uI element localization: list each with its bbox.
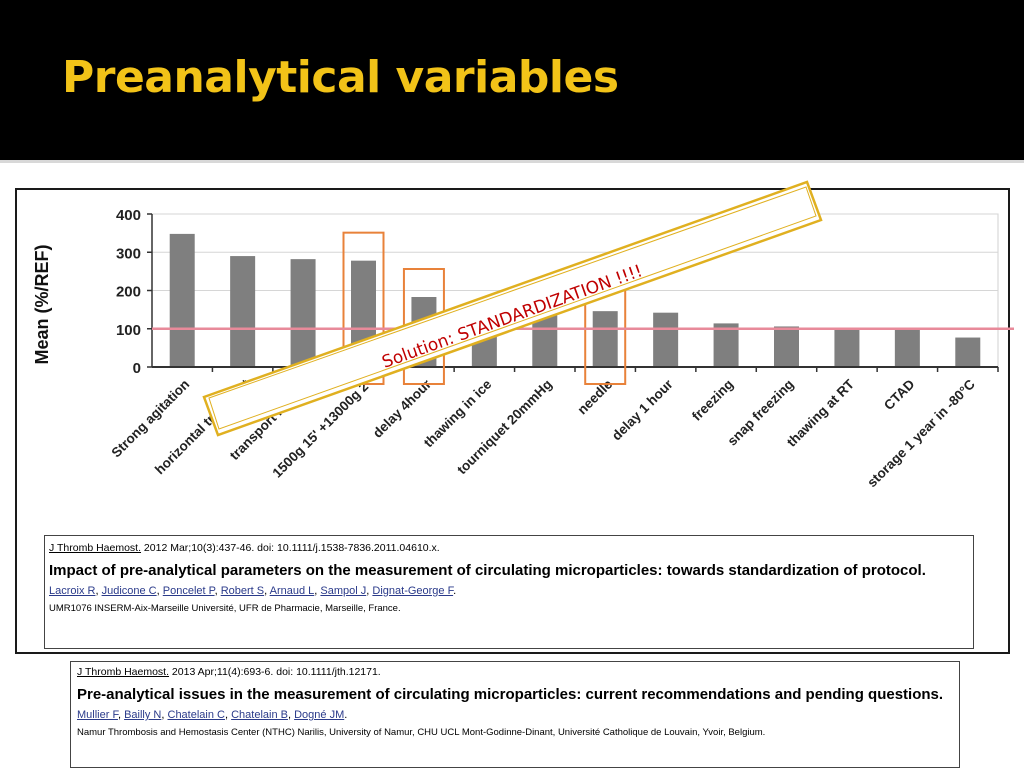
author-link[interactable]: Dignat-George F — [372, 585, 454, 597]
author-link[interactable]: Dogné JM — [294, 709, 345, 721]
bar — [774, 326, 799, 367]
author-link[interactable]: Chatelain C — [167, 709, 225, 721]
bar — [713, 323, 739, 367]
reference-affiliation: Namur Thrombosis and Hemostasis Center (… — [77, 727, 766, 738]
bar — [230, 256, 256, 367]
reference-box: J Thromb Haemost. 2012 Mar;10(3):437-46.… — [44, 535, 974, 649]
bar — [955, 337, 981, 367]
y-tick-label: 400 — [116, 207, 141, 224]
reference-journal-link[interactable]: J Thromb Haemost. — [49, 542, 142, 554]
bar — [532, 315, 558, 367]
reference-title: Impact of pre-analytical parameters on t… — [49, 562, 926, 579]
chart-axes: 0 100 200 300 400 Mean (%/REF) — [32, 207, 999, 377]
callout-box — [202, 180, 823, 437]
bar — [592, 311, 618, 367]
y-tick-label: 200 — [116, 284, 141, 301]
bar — [290, 259, 316, 367]
y-tick-label: 100 — [116, 322, 141, 339]
title-bar: Preanalytical variables — [0, 0, 1024, 156]
author-link[interactable]: Judicone C — [101, 585, 157, 597]
y-tick-label: 300 — [116, 245, 141, 262]
reference-citation-details: 2012 Mar;10(3):437-46. doi: 10.1111/j.15… — [141, 542, 440, 554]
y-axis-label: Mean (%/REF) — [32, 244, 52, 364]
author-link[interactable]: Lacroix R — [49, 585, 96, 597]
reference-citation: J Thromb Haemost. 2012 Mar;10(3):437-46.… — [49, 542, 969, 554]
reference-box: J Thromb Haemost. 2013 Apr;11(4):693-6. … — [70, 661, 960, 768]
x-tick-label: needle — [574, 376, 615, 417]
reference-authors: Mullier F, Bailly N, Chatelain C, Chatel… — [77, 709, 348, 721]
x-tick-label: CTAD — [881, 376, 918, 413]
bar — [169, 233, 195, 367]
x-tick-label: delay 1 hour — [609, 376, 676, 443]
bar — [894, 329, 920, 367]
callout-inner-border — [208, 186, 817, 430]
author-link[interactable]: Sampol J — [320, 585, 367, 597]
x-tick-label: storage 1 year in -80°C — [864, 376, 978, 490]
y-tick-label: 0 — [133, 360, 141, 377]
slide-title: Preanalytical variables — [62, 52, 619, 103]
author-link[interactable]: Poncelet P — [162, 585, 215, 597]
author-link[interactable]: Robert S — [220, 585, 265, 597]
x-tick-label: delay 4hour — [370, 376, 435, 441]
reference-title: Pre-analytical issues in the measurement… — [77, 686, 944, 703]
author-link[interactable]: Mullier F — [77, 709, 118, 721]
reference-citation-details: 2013 Apr;11(4):693-6. doi: 10.1111/jth.1… — [169, 666, 381, 678]
reference-journal-link[interactable]: J Thromb Haemost. — [77, 666, 170, 678]
reference-affiliation: UMR1076 INSERM-Aix-Marseille Université,… — [49, 603, 401, 614]
reference-citation: J Thromb Haemost. 2013 Apr;11(4):693-6. … — [77, 666, 953, 678]
author-link[interactable]: Chatelain B — [231, 709, 288, 721]
bar — [653, 312, 679, 367]
author-link[interactable]: Arnaud L — [269, 585, 315, 597]
reference-authors: Lacroix R, Judicone C, Poncelet P, Rober… — [49, 585, 457, 597]
x-tick-label: freezing — [689, 377, 736, 424]
bar — [834, 327, 860, 367]
author-link[interactable]: Bailly N — [124, 709, 162, 721]
